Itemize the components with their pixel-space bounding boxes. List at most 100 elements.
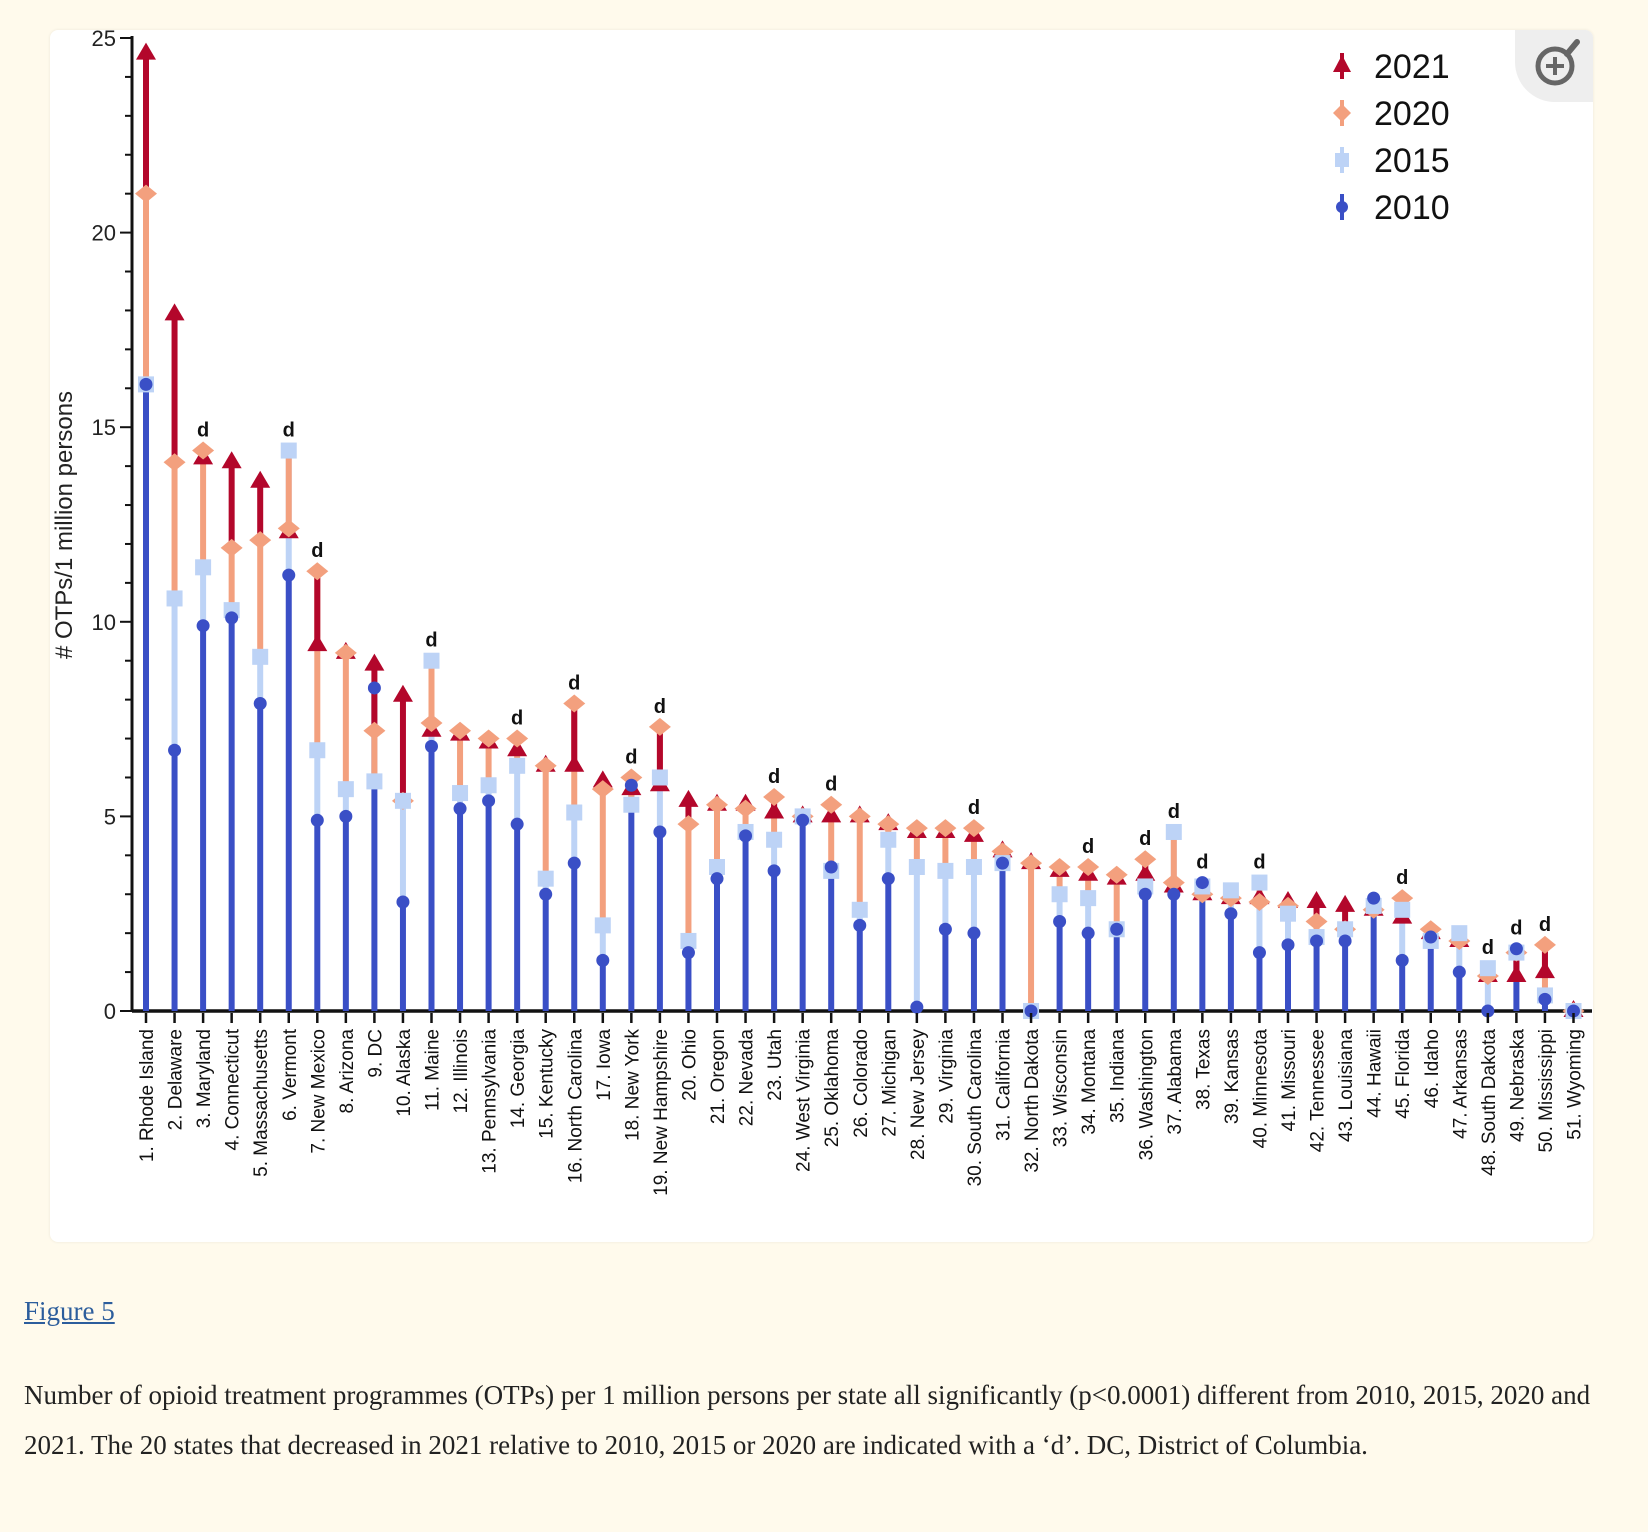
marker-2021	[250, 470, 271, 488]
x-tick-label: 8. Arizona	[337, 1029, 358, 1114]
marker-2010	[310, 813, 324, 827]
marker-2010	[282, 568, 296, 582]
marker-2021	[564, 754, 585, 772]
marker-2020	[135, 184, 157, 203]
decrease-label: d	[768, 766, 780, 788]
marker-2010	[1338, 934, 1352, 948]
marker-2015	[1337, 921, 1354, 938]
marker-2015	[309, 742, 326, 759]
marker-2020	[763, 787, 786, 806]
decrease-label: d	[825, 774, 837, 796]
zoom-button[interactable]	[1515, 30, 1593, 102]
marker-2015	[423, 652, 440, 669]
x-tick-label: 22. Nevada	[737, 1029, 758, 1127]
y-axis-label: # OTPs/1 million persons	[51, 391, 78, 659]
marker-2015	[537, 870, 554, 887]
y-tick-label: 20	[92, 221, 116, 246]
figure-link[interactable]: Figure 5	[24, 1296, 115, 1326]
x-tick-label: 39. Kansas	[1222, 1029, 1243, 1124]
marker-2015	[1479, 960, 1496, 977]
marker-2010	[139, 377, 153, 391]
marker-2010	[624, 778, 638, 792]
x-tick-label: 19. New Hampshire	[651, 1029, 672, 1196]
marker-2020	[220, 538, 243, 557]
figure-card	[50, 30, 1593, 1242]
y-tick-label: 5	[104, 804, 116, 829]
y-tick-label: 15	[92, 415, 116, 440]
marker-2010	[339, 809, 353, 823]
marker-2015	[566, 804, 583, 821]
x-tick-label: 48. South Dakota	[1479, 1029, 1500, 1176]
marker-2015	[965, 858, 982, 875]
x-tick-label: 3. Maryland	[194, 1029, 215, 1128]
marker-2010	[253, 697, 267, 711]
marker-2021	[164, 303, 185, 321]
marker-2010	[681, 946, 695, 960]
marker-2015	[766, 831, 783, 848]
decrease-label: d	[1510, 918, 1522, 940]
marker-2010	[796, 813, 810, 827]
x-tick-label: 14. Georgia	[508, 1029, 529, 1129]
x-tick-label: 26. Colorado	[851, 1029, 872, 1138]
x-tick-label: 35. Indiana	[1108, 1029, 1129, 1123]
marker-2020	[848, 807, 871, 826]
marker-2010	[567, 856, 581, 870]
x-tick-label: 38. Texas	[1193, 1029, 1214, 1110]
decrease-label: d	[625, 746, 637, 768]
marker-2010	[1281, 938, 1295, 952]
marker-2020	[477, 729, 500, 748]
marker-2020	[1134, 850, 1157, 869]
marker-2015	[1051, 886, 1068, 903]
marker-2015	[623, 796, 640, 813]
marker-2020	[363, 721, 386, 740]
decrease-label: d	[1168, 801, 1180, 823]
marker-2020	[1048, 857, 1071, 876]
marker-2021	[364, 653, 385, 671]
marker-2020	[905, 819, 928, 838]
legend-label: 2010	[1374, 189, 1450, 227]
x-tick-label: 32. North Dakota	[1022, 1029, 1043, 1173]
marker-2010	[739, 829, 753, 843]
marker-2010	[1538, 992, 1552, 1006]
x-tick-label: 42. Tennessee	[1308, 1029, 1329, 1152]
marker-2020	[192, 441, 215, 460]
decrease-label: d	[1253, 852, 1265, 874]
marker-2020	[591, 780, 614, 799]
marker-2010	[710, 872, 724, 886]
marker-2010	[1167, 887, 1181, 901]
x-tick-label: 16. North Carolina	[565, 1029, 586, 1184]
x-tick-label: 23. Utah	[765, 1029, 786, 1101]
marker-2015	[366, 773, 383, 790]
marker-2015	[594, 917, 611, 934]
marker-2020	[306, 562, 329, 581]
marker-2010	[453, 802, 467, 816]
marker-2015	[252, 648, 269, 665]
marker-2020	[648, 717, 671, 736]
x-tick-label: 37. Alabama	[1165, 1029, 1186, 1135]
marker-2010	[367, 681, 381, 695]
decrease-label: d	[1139, 828, 1151, 850]
marker-2015	[680, 932, 697, 949]
stems	[143, 53, 1548, 1011]
decrease-label: d	[968, 797, 980, 819]
x-tick-label: 51. Wyoming	[1565, 1029, 1586, 1140]
marker-2020	[277, 519, 300, 538]
marker-2021	[764, 801, 785, 819]
x-tick-label: 44. Hawaii	[1365, 1029, 1386, 1118]
marker-2015	[851, 901, 868, 918]
x-tick-label: 12. Illinois	[451, 1029, 472, 1114]
decrease-label: d	[1396, 867, 1408, 889]
marker-2010	[168, 743, 182, 757]
decrease-label: d	[311, 540, 323, 562]
legend-square-icon	[1335, 153, 1349, 167]
x-tick-label: 36. Washington	[1136, 1029, 1157, 1160]
x-tick-label: 49. Nebraska	[1507, 1029, 1528, 1142]
marker-2020	[1248, 893, 1271, 912]
x-tick-label: 9. DC	[365, 1029, 386, 1078]
marker-2015	[480, 777, 497, 794]
decrease-label: d	[654, 696, 666, 718]
marker-2020	[734, 799, 757, 818]
marker-2020	[1077, 857, 1100, 876]
marker-2021	[392, 684, 413, 702]
